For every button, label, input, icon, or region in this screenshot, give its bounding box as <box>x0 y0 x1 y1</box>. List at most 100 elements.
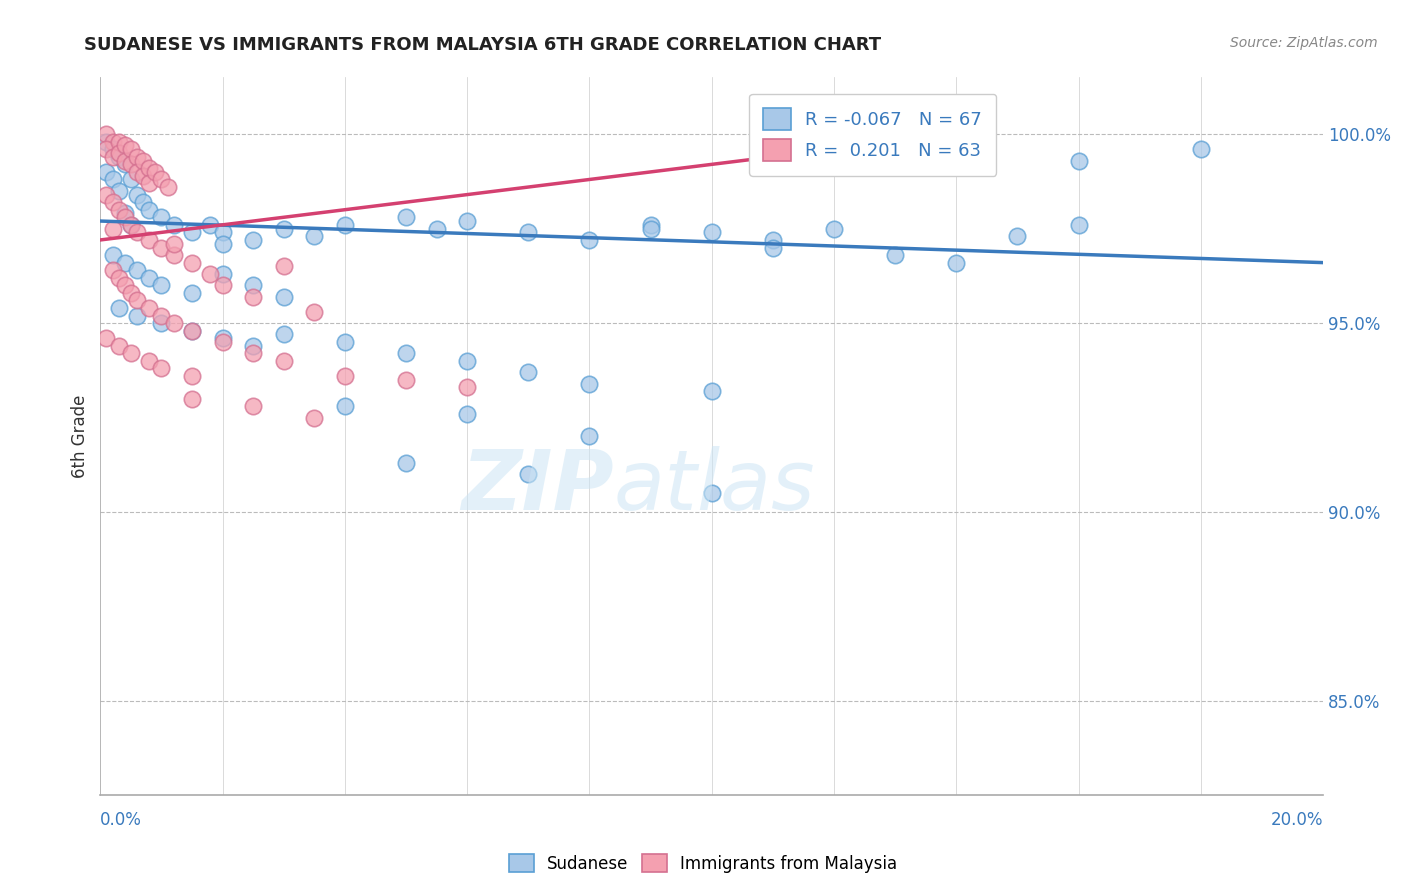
Point <box>114 157 136 171</box>
Point <box>181 324 204 338</box>
Point <box>132 153 155 168</box>
Point <box>107 301 129 315</box>
Point <box>120 218 142 232</box>
Point <box>304 304 326 318</box>
Point <box>762 233 785 247</box>
Point <box>125 165 148 179</box>
Point <box>101 142 124 156</box>
Point <box>181 255 204 269</box>
Point <box>145 165 167 179</box>
Point <box>456 354 478 368</box>
Point <box>156 180 179 194</box>
Point <box>101 195 124 210</box>
Point <box>163 316 186 330</box>
Point <box>96 127 118 141</box>
Point <box>181 369 204 384</box>
Point <box>304 410 326 425</box>
Point <box>138 202 160 217</box>
Legend: R = -0.067   N = 67, R =  0.201   N = 63: R = -0.067 N = 67, R = 0.201 N = 63 <box>749 94 997 176</box>
Point <box>273 221 295 235</box>
Point <box>242 278 264 293</box>
Point <box>456 214 478 228</box>
Point <box>242 339 264 353</box>
Point <box>700 384 723 398</box>
Point <box>101 135 124 149</box>
Point <box>96 165 118 179</box>
Point <box>125 150 148 164</box>
Point <box>107 339 129 353</box>
Point <box>211 226 233 240</box>
Point <box>304 229 326 244</box>
Point <box>120 157 142 171</box>
Point <box>700 226 723 240</box>
Point <box>150 361 173 376</box>
Point <box>456 380 478 394</box>
Point <box>273 327 295 342</box>
Point <box>114 211 136 225</box>
Point <box>101 150 124 164</box>
Point <box>114 206 136 220</box>
Point <box>120 346 142 360</box>
Point <box>273 354 295 368</box>
Point <box>132 195 155 210</box>
Point <box>138 270 160 285</box>
Point <box>132 169 155 183</box>
Point <box>700 486 723 500</box>
Point <box>762 240 785 254</box>
Point <box>101 248 124 262</box>
Point <box>395 373 418 387</box>
Point <box>211 278 233 293</box>
Point <box>125 263 148 277</box>
Point <box>138 301 160 315</box>
Text: SUDANESE VS IMMIGRANTS FROM MALAYSIA 6TH GRADE CORRELATION CHART: SUDANESE VS IMMIGRANTS FROM MALAYSIA 6TH… <box>84 36 882 54</box>
Point <box>333 218 356 232</box>
Point <box>150 278 173 293</box>
Point <box>107 270 129 285</box>
Point <box>1067 218 1090 232</box>
Point <box>138 354 160 368</box>
Point <box>456 407 478 421</box>
Point <box>273 260 295 274</box>
Point <box>242 399 264 413</box>
Point <box>120 142 142 156</box>
Point <box>395 456 418 470</box>
Point <box>107 135 129 149</box>
Point <box>138 233 160 247</box>
Point <box>120 285 142 300</box>
Point <box>273 290 295 304</box>
Point <box>333 369 356 384</box>
Point <box>578 233 600 247</box>
Point <box>138 176 160 190</box>
Point <box>114 278 136 293</box>
Point <box>125 226 148 240</box>
Point <box>517 467 540 482</box>
Point <box>640 218 662 232</box>
Point <box>125 309 148 323</box>
Point <box>395 346 418 360</box>
Point <box>101 263 124 277</box>
Point <box>211 331 233 345</box>
Point <box>242 346 264 360</box>
Point <box>200 267 222 281</box>
Point <box>107 146 129 161</box>
Point <box>211 236 233 251</box>
Point <box>578 429 600 443</box>
Point <box>96 187 118 202</box>
Point <box>181 285 204 300</box>
Point <box>120 172 142 186</box>
Point <box>578 376 600 391</box>
Point <box>96 135 118 149</box>
Point <box>426 221 449 235</box>
Point <box>242 290 264 304</box>
Point <box>517 226 540 240</box>
Point <box>107 150 129 164</box>
Point <box>211 267 233 281</box>
Text: ZIP: ZIP <box>461 446 614 527</box>
Point <box>181 226 204 240</box>
Point <box>150 316 173 330</box>
Point <box>101 221 124 235</box>
Text: 0.0%: 0.0% <box>100 811 142 829</box>
Point <box>163 218 186 232</box>
Point <box>125 187 148 202</box>
Point <box>181 324 204 338</box>
